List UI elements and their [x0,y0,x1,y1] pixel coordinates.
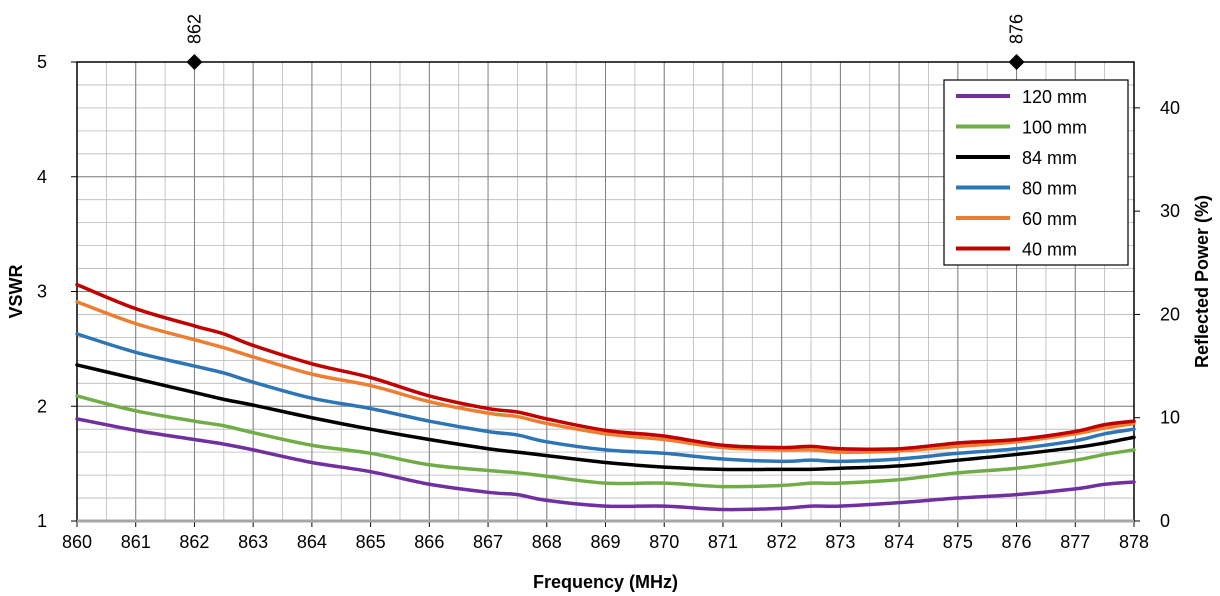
x-axis-tick-labels: 860 861 862 863 864 865 866 867 868 869 870 871 872 8… [62,521,1149,552]
series-line-84-mm [75,363,1136,472]
x-tick-label: 861 [121,532,151,552]
series-line-120-mm [75,417,1136,512]
x-tick-label: 863 [238,532,268,552]
series-line-100-mm [75,394,1136,489]
x-axis-title: Frequency (MHz) [533,572,678,592]
x-tick-label: 865 [356,532,386,552]
x-tick-label: 867 [473,532,503,552]
series-line-80-mm [75,332,1136,464]
frequency-markers: 862 876 [184,14,1027,70]
series-line-60-mm [75,300,1136,454]
y-tick-label: 2 [37,396,47,416]
series-lines [75,282,1136,512]
x-tick-label: 866 [414,532,444,552]
legend-label-80-mm: 80 mm [1022,179,1077,199]
legend-label-84-mm: 84 mm [1022,148,1077,168]
legend-label-40-mm: 40 mm [1022,240,1077,260]
y2-axis-tick-labels: 0 10 20 30 40 [1134,98,1180,531]
y-tick-label: 3 [37,282,47,302]
y2-tick-label: 40 [1160,98,1180,118]
marker-diamond [186,54,203,70]
x-tick-label: 864 [297,532,327,552]
y2-tick-label: 0 [1160,511,1170,531]
x-tick-label: 860 [62,532,92,552]
x-tick-label: 868 [532,532,562,552]
x-tick-label: 876 [1002,532,1032,552]
x-tick-label: 871 [708,532,738,552]
x-tick-label: 878 [1119,532,1149,552]
x-tick-label: 870 [649,532,679,552]
y-axis-title: VSWR [6,264,26,318]
legend-label-60-mm: 60 mm [1022,209,1077,229]
y-tick-label: 4 [37,167,47,187]
x-tick-label: 873 [825,532,855,552]
y2-axis-title: Reflected Power (%) [1192,195,1212,368]
y2-tick-label: 30 [1160,201,1180,221]
y-tick-label: 1 [37,511,47,531]
legend-box [943,79,1129,266]
marker-label: 862 [184,14,204,44]
x-tick-label: 874 [884,532,914,552]
x-tick-label: 875 [943,532,973,552]
y-tick-label: 5 [37,52,47,72]
legend: 120 mm 100 mm 84 mm 80 mm 60 mm 40 mm [943,79,1129,266]
legend-label-120-mm: 120 mm [1022,87,1087,107]
marker-diamond [1008,54,1025,70]
y-axis-tick-labels: 1 2 3 4 5 [37,52,77,531]
x-tick-label: 872 [767,532,797,552]
y2-tick-label: 10 [1160,408,1180,428]
x-tick-label: 869 [590,532,620,552]
x-tick-label: 877 [1060,532,1090,552]
marker-label: 876 [1007,14,1027,44]
y2-tick-label: 20 [1160,304,1180,324]
series-line-40-mm [75,282,1136,451]
legend-label-100-mm: 100 mm [1022,118,1087,138]
x-tick-label: 862 [179,532,209,552]
